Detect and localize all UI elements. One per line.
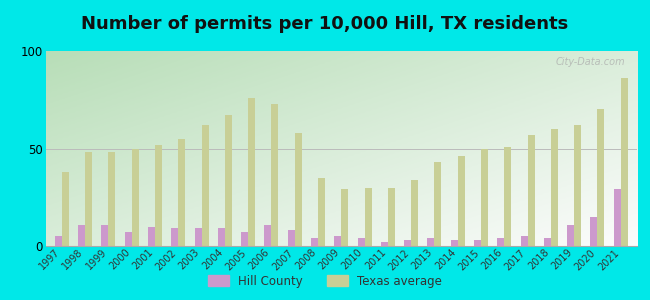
Bar <box>288 230 294 246</box>
Bar <box>504 146 512 246</box>
Bar <box>621 78 628 246</box>
Bar <box>334 236 341 246</box>
Text: Number of permits per 10,000 Hill, TX residents: Number of permits per 10,000 Hill, TX re… <box>81 15 569 33</box>
Bar <box>404 240 411 246</box>
Bar <box>614 190 621 246</box>
Bar <box>574 125 581 246</box>
Bar <box>311 238 318 246</box>
Bar <box>78 224 85 246</box>
Bar <box>62 172 69 246</box>
Bar <box>178 139 185 246</box>
Bar <box>125 232 132 246</box>
Bar <box>85 152 92 246</box>
Bar <box>590 217 597 246</box>
Bar <box>148 226 155 246</box>
Bar <box>358 238 365 246</box>
Bar <box>597 110 604 246</box>
Text: City-Data.com: City-Data.com <box>556 57 625 67</box>
Bar <box>171 229 178 246</box>
Bar <box>101 224 109 246</box>
Bar <box>202 125 209 246</box>
Bar <box>225 115 232 246</box>
Bar <box>318 178 325 246</box>
Bar <box>497 238 504 246</box>
Bar <box>241 232 248 246</box>
Bar <box>544 238 551 246</box>
Bar <box>434 162 441 246</box>
Bar <box>132 148 138 246</box>
Bar <box>265 224 272 246</box>
Bar <box>411 180 418 246</box>
Bar <box>272 103 278 246</box>
Bar <box>341 190 348 246</box>
Bar <box>194 229 202 246</box>
Bar <box>248 98 255 246</box>
Bar <box>109 152 115 246</box>
Bar <box>294 133 302 246</box>
Legend: Hill County, Texas average: Hill County, Texas average <box>204 271 446 291</box>
Bar <box>521 236 528 246</box>
Bar <box>567 224 574 246</box>
Bar <box>474 240 481 246</box>
Bar <box>218 229 225 246</box>
Bar <box>458 156 465 246</box>
Bar <box>365 188 372 246</box>
Bar <box>381 242 388 246</box>
Bar <box>388 188 395 246</box>
Bar <box>450 240 458 246</box>
Bar <box>55 236 62 246</box>
Bar <box>528 135 534 246</box>
Bar <box>428 238 434 246</box>
Bar <box>481 148 488 246</box>
Bar <box>155 145 162 246</box>
Bar <box>551 129 558 246</box>
